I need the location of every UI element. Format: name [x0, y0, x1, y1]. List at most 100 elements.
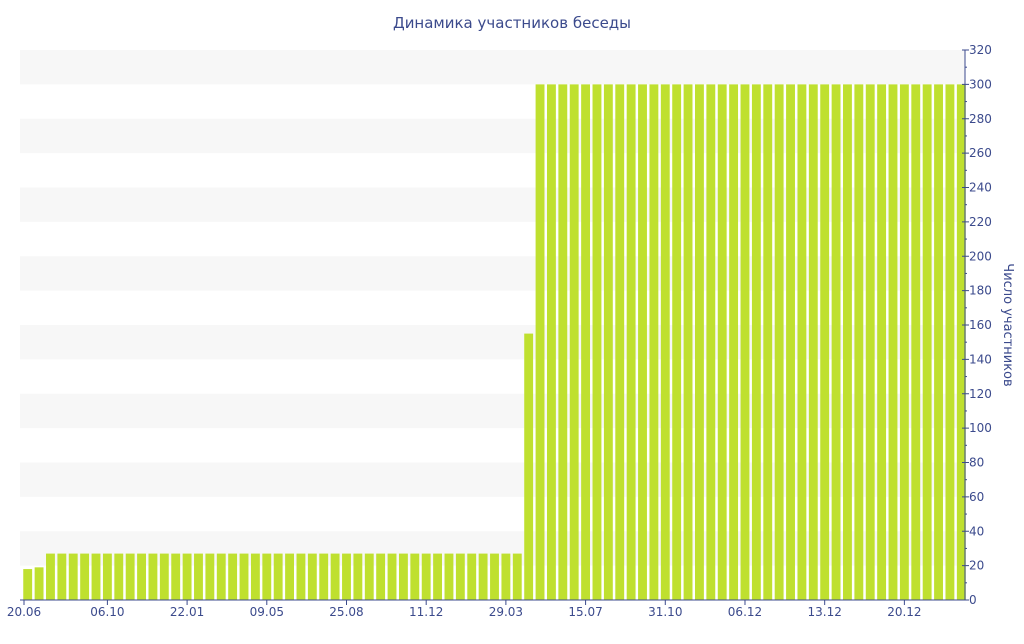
x-tick-label: 20.12 — [887, 605, 921, 619]
y-tick-label: 120 — [969, 387, 992, 401]
bar[interactable] — [865, 84, 875, 601]
bar[interactable] — [695, 84, 704, 601]
bar[interactable] — [171, 553, 181, 600]
bar[interactable] — [729, 84, 739, 601]
bar[interactable] — [672, 84, 682, 601]
bar[interactable] — [114, 553, 124, 600]
bar[interactable] — [80, 553, 90, 600]
bar[interactable] — [421, 553, 431, 600]
bar[interactable] — [774, 84, 784, 601]
bar[interactable] — [899, 84, 909, 601]
bar[interactable] — [763, 84, 773, 601]
y-tick-label: 320 — [969, 43, 992, 57]
bar[interactable] — [102, 553, 112, 600]
bar[interactable] — [307, 553, 317, 600]
bar[interactable] — [376, 553, 386, 600]
bar[interactable] — [205, 553, 215, 600]
y-tick-label: 100 — [969, 421, 992, 435]
bar[interactable] — [68, 553, 78, 600]
bar[interactable] — [125, 553, 135, 600]
bar[interactable] — [786, 84, 795, 601]
bar[interactable] — [877, 84, 887, 601]
bar[interactable] — [228, 553, 238, 600]
y-axis: 0 20 40 60 80 100 120 140 160 180 200 220 240 260 280 3… — [962, 43, 992, 607]
bar[interactable] — [433, 553, 443, 600]
bar[interactable] — [501, 553, 511, 600]
bar[interactable] — [444, 553, 454, 600]
bar[interactable] — [649, 84, 659, 601]
bar[interactable] — [808, 84, 818, 601]
bar[interactable] — [262, 553, 272, 600]
bar[interactable] — [34, 567, 44, 600]
bar[interactable] — [91, 553, 101, 600]
bar[interactable] — [683, 84, 693, 601]
bar[interactable] — [410, 553, 420, 600]
bar[interactable] — [615, 84, 625, 601]
bar[interactable] — [751, 84, 761, 601]
bar[interactable] — [46, 553, 55, 600]
bar[interactable] — [911, 84, 921, 601]
bar[interactable] — [148, 553, 158, 600]
bar[interactable] — [717, 84, 727, 601]
x-tick-label: 06.12 — [728, 605, 762, 619]
y-tick-label: 160 — [969, 318, 992, 332]
bar[interactable] — [490, 553, 499, 600]
bar[interactable] — [342, 553, 351, 600]
bar[interactable] — [535, 84, 545, 601]
bar[interactable] — [455, 553, 465, 600]
bar[interactable] — [285, 553, 294, 600]
bar[interactable] — [398, 553, 408, 600]
bar[interactable] — [831, 84, 841, 601]
bar[interactable] — [57, 553, 67, 600]
bar[interactable] — [854, 84, 864, 601]
y-tick-label: 200 — [969, 249, 992, 263]
bar[interactable] — [387, 553, 397, 600]
bar[interactable] — [638, 84, 647, 601]
bar[interactable] — [330, 553, 340, 600]
bar[interactable] — [660, 84, 670, 601]
bar[interactable] — [478, 553, 488, 600]
bar[interactable] — [137, 553, 146, 600]
bar[interactable] — [843, 84, 852, 601]
bar[interactable] — [159, 553, 169, 600]
bar[interactable] — [569, 84, 579, 601]
bar[interactable] — [888, 84, 898, 601]
y-axis-label: Число участников — [1000, 263, 1015, 386]
bar[interactable] — [581, 84, 591, 601]
bar[interactable] — [194, 553, 203, 600]
bar[interactable] — [353, 553, 363, 600]
bar[interactable] — [922, 84, 932, 601]
bar[interactable] — [934, 84, 943, 601]
y-tick-label: 80 — [969, 456, 984, 470]
bar[interactable] — [603, 84, 613, 601]
bar[interactable] — [273, 553, 283, 600]
bar[interactable] — [467, 553, 477, 600]
bar[interactable] — [956, 84, 966, 601]
bar[interactable] — [945, 84, 955, 601]
y-tick-label: 40 — [969, 524, 984, 538]
bar[interactable] — [512, 553, 522, 600]
bar[interactable] — [558, 84, 568, 601]
grid-bands — [20, 50, 965, 566]
bar[interactable] — [740, 84, 750, 601]
bar[interactable] — [626, 84, 636, 601]
bar[interactable] — [182, 553, 192, 600]
bar[interactable] — [239, 553, 249, 600]
bar[interactable] — [364, 553, 374, 600]
grid-band — [20, 462, 965, 497]
bar[interactable] — [250, 553, 260, 600]
bar[interactable] — [524, 333, 534, 600]
bar[interactable] — [23, 569, 33, 600]
bar[interactable] — [216, 553, 226, 600]
y-tick-label: 60 — [969, 490, 984, 504]
bar[interactable] — [592, 84, 602, 601]
bar[interactable] — [546, 84, 556, 601]
bar[interactable] — [820, 84, 830, 601]
bar[interactable] — [797, 84, 807, 601]
bar[interactable] — [706, 84, 716, 601]
bar[interactable] — [296, 553, 306, 600]
bar[interactable] — [319, 553, 329, 600]
y-tick-label: 300 — [969, 77, 992, 91]
y-tick-label: 20 — [969, 559, 984, 573]
